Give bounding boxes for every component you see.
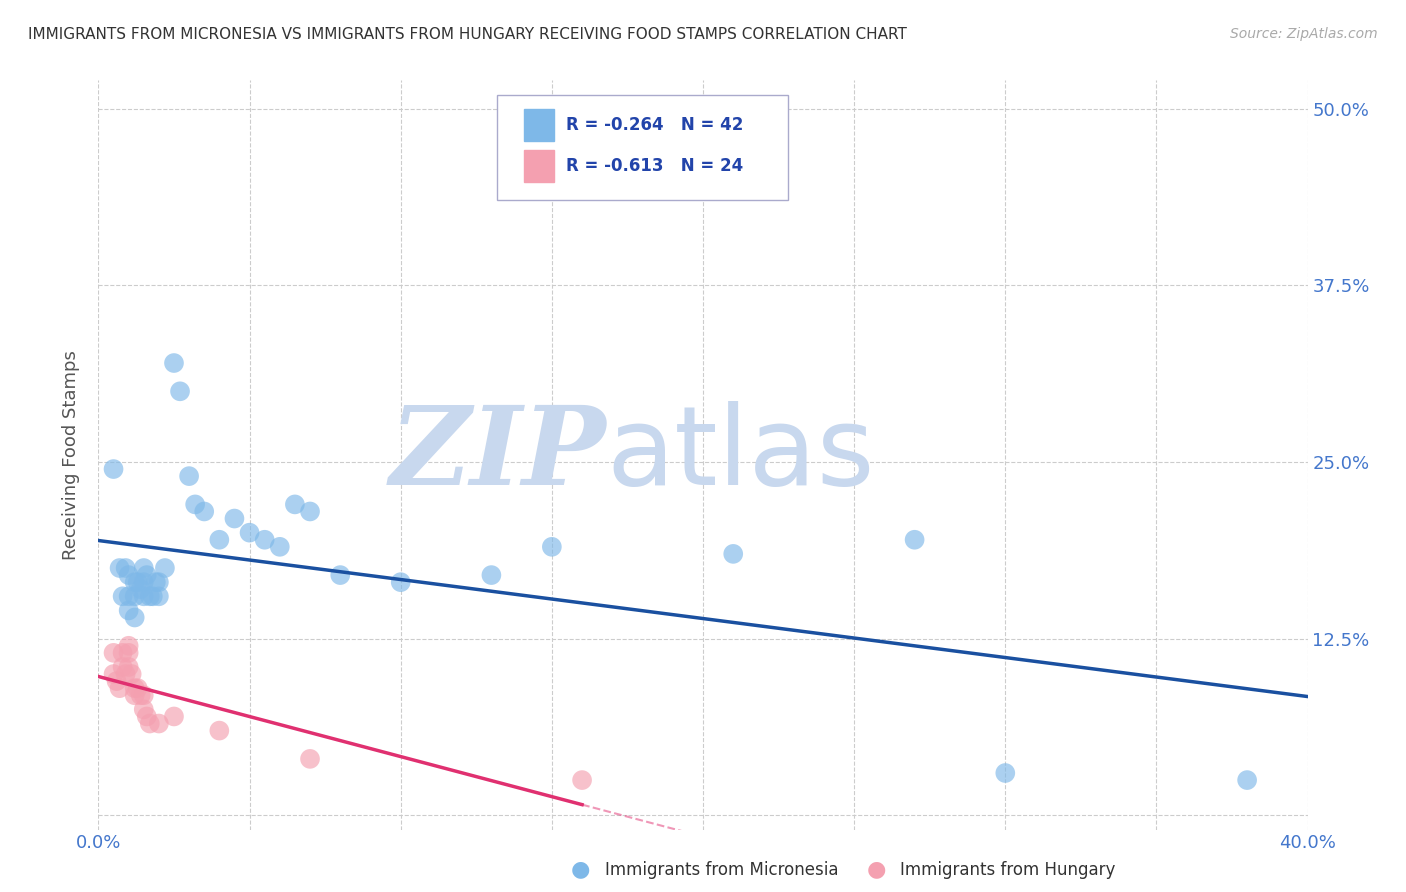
Point	[132, 575, 155, 590]
Point	[139, 716, 162, 731]
Point	[108, 561, 131, 575]
Point	[111, 660, 134, 674]
Point	[540, 540, 562, 554]
Point	[193, 504, 215, 518]
Point	[118, 589, 141, 603]
Point	[163, 709, 186, 723]
Point	[184, 497, 207, 511]
Text: ZIP: ZIP	[389, 401, 606, 508]
Point	[127, 681, 149, 696]
Point	[239, 525, 262, 540]
Point	[103, 667, 125, 681]
Point	[179, 469, 201, 483]
Point	[299, 504, 322, 518]
Point	[108, 681, 131, 696]
Point	[132, 688, 155, 702]
Bar	[524, 109, 554, 141]
Point	[142, 589, 165, 603]
Point	[148, 589, 170, 603]
Bar	[524, 151, 554, 182]
Point	[994, 766, 1017, 780]
Point	[111, 646, 134, 660]
Point	[124, 589, 146, 603]
Point	[148, 716, 170, 731]
Point	[118, 639, 141, 653]
Point	[118, 603, 141, 617]
Point	[169, 384, 191, 399]
Point	[129, 582, 152, 597]
Text: R = -0.264   N = 42: R = -0.264 N = 42	[567, 116, 744, 134]
Point	[904, 533, 927, 547]
Point	[153, 561, 176, 575]
Point	[118, 660, 141, 674]
Point	[124, 610, 146, 624]
Text: ●: ●	[571, 860, 591, 880]
Point	[132, 561, 155, 575]
Point	[299, 752, 322, 766]
Point	[114, 561, 136, 575]
Point	[329, 568, 352, 582]
Point	[118, 646, 141, 660]
Text: Immigrants from Hungary: Immigrants from Hungary	[900, 861, 1115, 879]
Point	[723, 547, 745, 561]
Point	[111, 589, 134, 603]
Text: R = -0.613   N = 24: R = -0.613 N = 24	[567, 157, 744, 175]
Point	[103, 646, 125, 660]
Point	[253, 533, 276, 547]
Point	[121, 667, 143, 681]
Point	[124, 575, 146, 590]
Point	[129, 688, 152, 702]
Point	[1236, 773, 1258, 788]
Point	[105, 674, 128, 689]
Point	[103, 462, 125, 476]
Point	[389, 575, 412, 590]
Point	[139, 589, 162, 603]
Point	[208, 723, 231, 738]
Y-axis label: Receiving Food Stamps: Receiving Food Stamps	[62, 350, 80, 560]
Point	[118, 568, 141, 582]
Point	[163, 356, 186, 370]
Point	[571, 773, 593, 788]
Text: atlas: atlas	[606, 401, 875, 508]
Text: IMMIGRANTS FROM MICRONESIA VS IMMIGRANTS FROM HUNGARY RECEIVING FOOD STAMPS CORR: IMMIGRANTS FROM MICRONESIA VS IMMIGRANTS…	[28, 27, 907, 42]
Point	[124, 681, 146, 696]
Point	[127, 575, 149, 590]
Point	[132, 702, 155, 716]
Point	[481, 568, 503, 582]
Text: ●: ●	[866, 860, 886, 880]
Text: Source: ZipAtlas.com: Source: ZipAtlas.com	[1230, 27, 1378, 41]
Point	[269, 540, 291, 554]
Text: Immigrants from Micronesia: Immigrants from Micronesia	[605, 861, 838, 879]
Point	[124, 688, 146, 702]
Point	[135, 709, 157, 723]
Point	[224, 511, 246, 525]
Point	[145, 575, 167, 590]
Point	[114, 667, 136, 681]
FancyBboxPatch shape	[498, 95, 787, 200]
Point	[132, 589, 155, 603]
Point	[148, 575, 170, 590]
Point	[135, 568, 157, 582]
Point	[284, 497, 307, 511]
Point	[208, 533, 231, 547]
